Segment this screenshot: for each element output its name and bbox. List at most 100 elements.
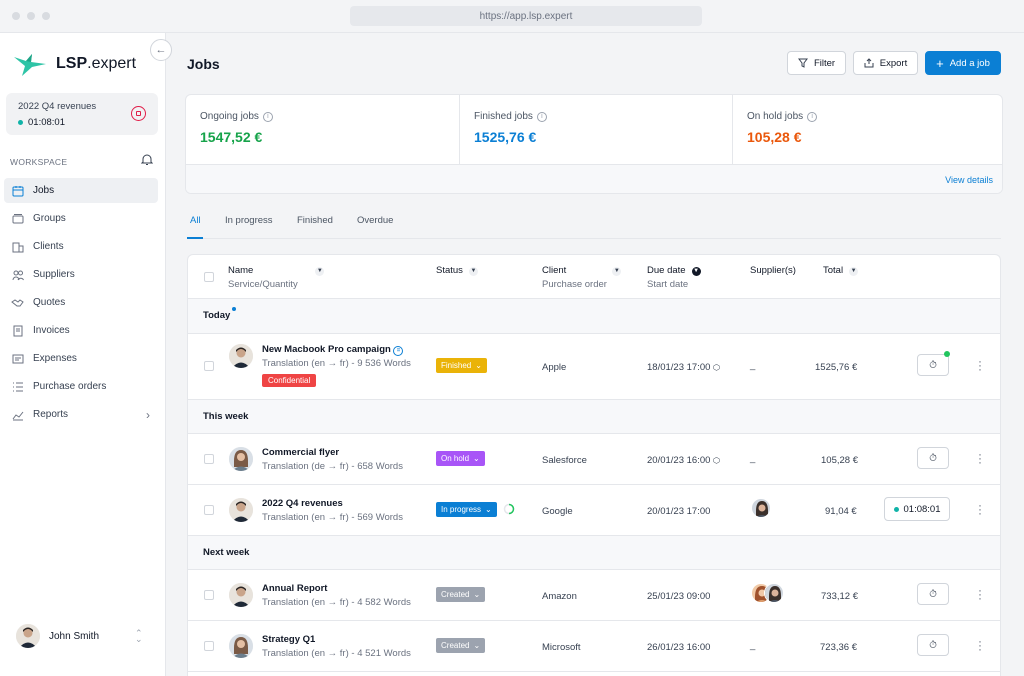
status-badge[interactable]: In progress ⌄ [436,502,497,517]
row-checkbox[interactable] [204,505,214,515]
building-icon [11,240,24,253]
invoice-icon [11,324,24,337]
more-options-icon[interactable]: · · · [978,634,982,656]
job-name[interactable]: Strategy Q1 [262,634,316,645]
export-button[interactable]: Export [853,51,918,75]
job-service: Translation (en → fr) - 4 582 Words [262,597,411,608]
sidebar-item-expenses[interactable]: Expenses [4,346,158,371]
due-date: 18/01/23 17:00 ⬡ [647,362,721,373]
chevron-down-icon[interactable]: ▼ [468,266,478,276]
more-options-icon[interactable]: · · · [978,354,982,376]
tab-in-progress[interactable]: In progress [225,215,273,226]
job-name[interactable]: Commercial flyer [262,447,340,458]
sidebar-item-jobs[interactable]: Jobs [4,178,158,203]
stat-ongoing-value: 1547,52 € [200,129,263,145]
chevron-up-down-icon[interactable]: ⌃ ⌄ [135,628,143,644]
table-row[interactable]: 2022 Q4 revenues Translation (en → fr) -… [188,485,1000,535]
page-title: Jobs [187,56,220,72]
job-total: 723,36 € [820,642,857,653]
more-options-icon[interactable]: · · · [978,498,982,520]
close-window-icon[interactable] [12,12,20,20]
address-bar[interactable]: https://app.lsp.expert [350,6,702,26]
info-icon[interactable]: i [262,111,273,122]
status-badge[interactable]: Created ⌄ [436,638,486,653]
info-icon[interactable]: i [807,111,818,122]
brand-logo[interactable]: LSP.expert [12,51,136,77]
chevron-down-icon: ⌄ [473,641,481,650]
supplier-avatar[interactable] [764,583,784,603]
stat-on-hold: On hold jobs i 105,28 € [732,95,1002,164]
list-icon [11,380,24,393]
start-timer-button[interactable]: ⏱ [917,447,949,469]
user-menu[interactable]: John Smith [16,624,99,648]
maximize-window-icon[interactable] [42,12,50,20]
chevron-down-icon[interactable]: ▼ [849,266,859,276]
package-icon: ⬡ [713,456,721,465]
status-badge[interactable]: Created ⌄ [436,587,486,602]
job-name[interactable]: 2022 Q4 revenues [262,498,343,509]
column-header-suppliers[interactable]: Supplier(s) [750,265,796,276]
users-icon [11,268,24,281]
filter-button[interactable]: Filter [787,51,846,75]
column-header-client[interactable]: Client ▼ Purchase order [542,265,622,290]
sidebar-item-suppliers[interactable]: Suppliers [4,262,158,287]
running-timer-button[interactable]: 01:08:01 [884,497,950,521]
status-badge[interactable]: Finished ⌄ [436,358,487,373]
row-checkbox[interactable] [204,361,214,371]
row-checkbox[interactable] [204,454,214,464]
tab-finished[interactable]: Finished [297,215,333,226]
column-header-total[interactable]: Total ▼ [823,265,859,276]
avatar [229,583,253,607]
chevron-down-icon[interactable]: ▼ [691,266,701,276]
tab-overdue[interactable]: Overdue [357,215,394,226]
add-job-button[interactable]: + Add a job [925,51,1001,75]
start-timer-button[interactable]: ⏱ [917,583,949,605]
start-timer-button[interactable]: ⏱ [917,634,949,656]
sidebar-item-clients[interactable]: Clients [4,234,158,259]
client-name: Apple [542,362,567,373]
suppliers-empty: _ [750,640,756,651]
status-badge[interactable]: On hold ⌄ [436,451,485,466]
sidebar-item-groups[interactable]: Groups [4,206,158,231]
comment-icon[interactable]: = [393,346,404,356]
chevron-down-icon: ⌄ [475,361,482,370]
new-indicator-dot [232,307,236,311]
confidential-badge: Confidential [262,374,317,387]
sidebar-item-purchase-orders[interactable]: Purchase orders [4,374,158,399]
chevron-down-icon[interactable]: ▼ [315,266,325,276]
bell-icon[interactable] [141,153,153,166]
more-options-icon[interactable]: · · · [978,447,982,469]
select-all-checkbox[interactable] [204,272,214,282]
active-timer-card[interactable]: 2022 Q4 revenues 01:08:01 [6,93,158,135]
supplier-avatar[interactable] [751,498,771,518]
chevron-down-icon: ⌄ [485,505,492,514]
sidebar-item-reports[interactable]: Reports › [4,402,158,427]
row-checkbox[interactable] [204,641,214,651]
tab-all[interactable]: All [190,215,201,226]
stat-ongoing: Ongoing jobs i 1547,52 € [186,95,459,164]
stop-timer-button[interactable] [131,106,146,121]
row-checkbox[interactable] [204,590,214,600]
minimize-window-icon[interactable] [27,12,35,20]
job-name[interactable]: Annual Report [262,583,328,594]
table-row[interactable]: New Macbook Pro campaign = Translation (… [188,334,1000,399]
view-details-link[interactable]: View details [945,175,993,185]
window-controls [12,12,50,20]
job-name[interactable]: New Macbook Pro campaign = [262,344,404,356]
table-row[interactable]: Commercial flyer Translation (de → fr) -… [188,434,1000,484]
sidebar-item-quotes[interactable]: Quotes [4,290,158,315]
start-timer-button[interactable]: ⏱ [917,354,949,376]
column-header-status[interactable]: Status ▼ [436,265,478,276]
table-row[interactable]: Annual Report Translation (en → fr) - 4 … [188,570,1000,620]
info-icon[interactable]: i [536,111,547,122]
collapse-sidebar-button[interactable]: ← [150,39,172,61]
column-header-name[interactable]: Name ▼ Service/Quantity [228,265,325,290]
column-header-due-date[interactable]: Due date ▼ Start date [647,265,701,290]
stopwatch-icon: ⏱ [929,452,937,464]
job-tabs: All In progress Finished Overdue [187,208,1001,239]
table-row[interactable]: Strategy Q1 Translation (en → fr) - 4 52… [188,621,1000,671]
chevron-down-icon[interactable]: ▼ [612,266,622,276]
sidebar-item-invoices[interactable]: Invoices [4,318,158,343]
avatar [229,634,253,658]
more-options-icon[interactable]: · · · [978,583,982,605]
